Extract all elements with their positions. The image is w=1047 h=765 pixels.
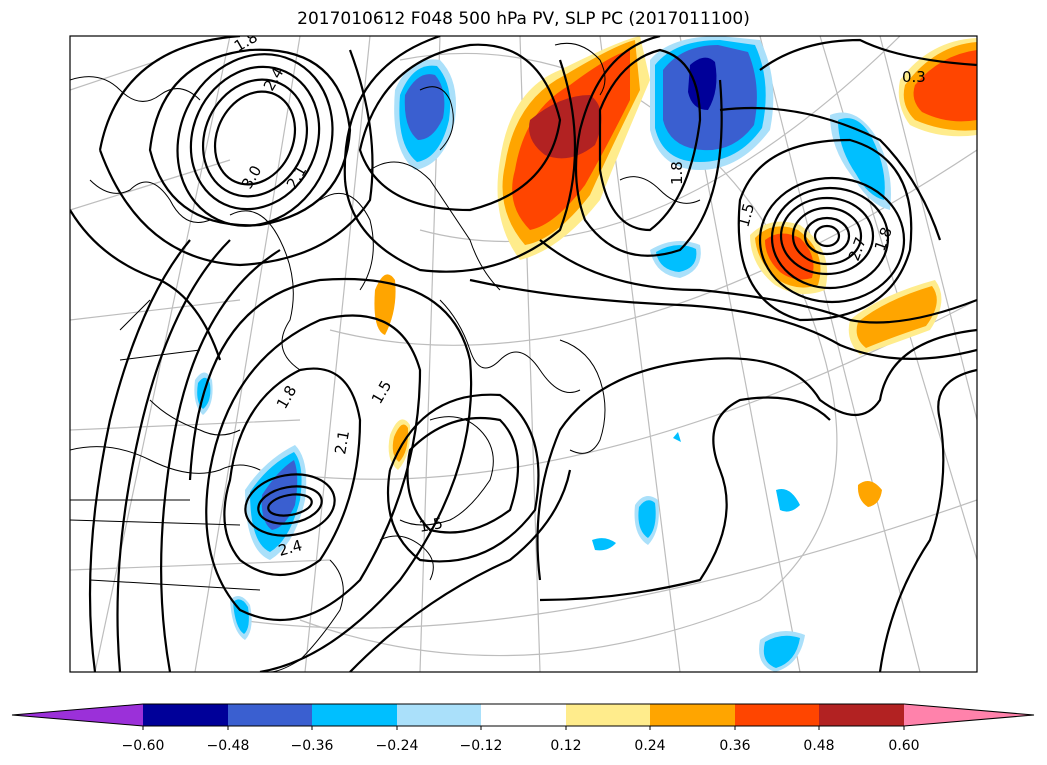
pv-negative-anomalies — [194, 36, 891, 672]
graticule — [70, 36, 977, 672]
contour-line — [758, 176, 906, 304]
pv-positive-region — [913, 50, 977, 122]
contour-line — [598, 48, 702, 232]
contour-line — [386, 393, 540, 563]
colorbar-tick-label: 0.60 — [888, 738, 919, 754]
contour-line — [88, 239, 191, 672]
pv-negative-region — [638, 500, 656, 538]
contour-line — [223, 367, 362, 577]
contour-line — [791, 206, 863, 266]
colorbar-tick-label: −0.24 — [376, 738, 419, 754]
pv-negative-region — [763, 635, 800, 668]
contour-label: 0.3 — [902, 68, 926, 86]
contour-label: 1.8 — [273, 382, 301, 412]
contour-line — [719, 106, 942, 241]
pv-positive-region — [856, 286, 937, 348]
contour-line — [536, 328, 977, 581]
colorbar: −0.60 −0.48 −0.36 −0.24 −0.12 0.12 0.24 0.36 0.4… — [11, 703, 1035, 754]
pv-negative-region — [838, 118, 885, 200]
contour-label: 1.8 — [871, 225, 896, 254]
contour-line — [574, 36, 723, 257]
contour-line — [779, 196, 875, 276]
contour-line — [406, 416, 520, 534]
colorbar-tick-label: −0.12 — [460, 738, 503, 754]
pv-negative-region — [776, 489, 800, 512]
map-frame — [69, 35, 978, 673]
colorbar-segment — [228, 704, 312, 726]
colorbar-extend-high — [904, 704, 1034, 726]
contour-label: 1.5 — [368, 377, 396, 407]
contour-line — [148, 48, 352, 227]
pv-negative-region — [656, 245, 697, 272]
contour-line — [469, 278, 977, 360]
colorbar-segment — [650, 704, 735, 726]
contour-label: 2.4 — [276, 536, 304, 560]
contour-line — [98, 36, 374, 267]
colorbar-segment — [143, 704, 228, 726]
pv-positive-region — [857, 481, 882, 507]
colorbar-tick-label: 0.24 — [634, 738, 665, 754]
colorbar-segment — [397, 704, 481, 726]
pv-positive-region — [529, 95, 602, 159]
contour-line — [70, 209, 222, 361]
colorbar-extend-low — [12, 704, 143, 726]
contour-line — [349, 469, 572, 672]
colorbar-tick-label: −0.36 — [291, 738, 334, 754]
contour-line — [116, 239, 231, 672]
slp-contours — [70, 36, 977, 672]
contour-line — [539, 239, 977, 324]
contour-line — [878, 368, 977, 672]
pv-negative-region — [592, 538, 616, 551]
coastlines — [70, 42, 701, 672]
colorbar-tick-label: 0.12 — [550, 738, 581, 754]
colorbar-segment — [735, 704, 819, 726]
contour-line — [160, 249, 281, 672]
contour-line — [358, 43, 562, 212]
contour-line — [267, 493, 313, 517]
colorbar-tick-label: −0.48 — [207, 738, 250, 754]
contour-label: 2.1 — [331, 429, 353, 456]
contour-label: 1.5 — [734, 201, 758, 229]
map-title: 2017010612 F048 500 hPa PV, SLP PC (2017… — [297, 9, 750, 29]
contour-line — [176, 53, 334, 227]
colorbar-segment — [566, 704, 650, 726]
contour-line — [189, 65, 321, 211]
contour-line — [343, 36, 577, 273]
colorbar-segment — [312, 704, 397, 726]
contour-line — [244, 473, 336, 537]
colorbar-tick-label: 0.36 — [719, 738, 750, 754]
contour-line — [205, 314, 422, 622]
contour-line — [803, 216, 851, 256]
pv-negative-region — [404, 74, 445, 140]
contour-line — [770, 186, 890, 290]
contour-label: 2.4 — [260, 64, 288, 94]
contour-label: 1.5 — [418, 514, 445, 536]
colorbar-tick-label: 0.48 — [803, 738, 834, 754]
contour-line — [257, 485, 323, 525]
contour-line — [759, 38, 977, 71]
pv-negative-region — [688, 57, 717, 110]
contour-label: 1.8 — [668, 161, 686, 185]
pv-negative-region — [673, 432, 681, 442]
colorbar-segment — [481, 704, 566, 726]
contour-line — [539, 396, 831, 602]
contour-line — [213, 90, 297, 186]
colorbar-tick-label: −0.60 — [122, 738, 165, 754]
contour-label: 2.1 — [283, 162, 311, 192]
contour-line — [201, 78, 309, 198]
contour-line — [188, 278, 473, 672]
colorbar-segment — [819, 704, 904, 726]
contour-line — [813, 224, 841, 248]
contour-label: 3.0 — [238, 162, 266, 192]
